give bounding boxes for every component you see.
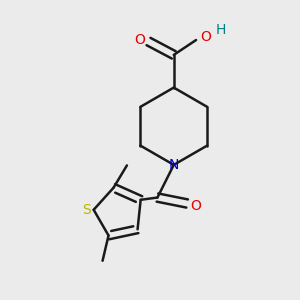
Text: H: H [215,22,226,37]
Text: O: O [200,30,211,44]
Text: N: N [169,158,179,172]
Text: S: S [82,203,91,217]
Text: O: O [190,200,202,214]
Text: O: O [134,33,145,47]
